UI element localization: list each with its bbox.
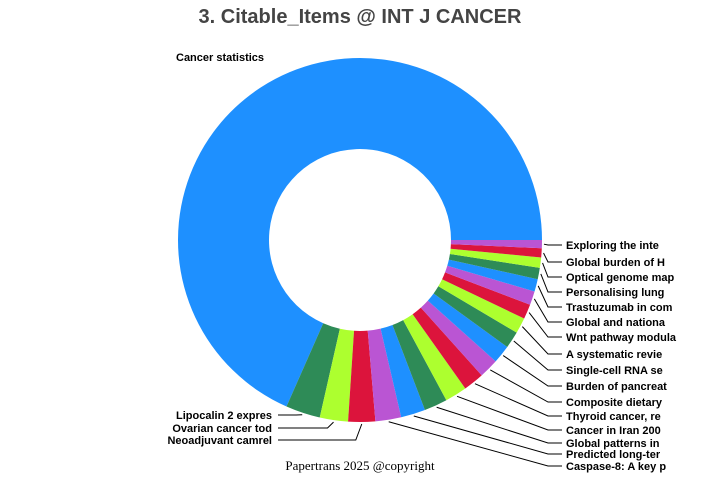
slice-label: Wnt pathway modula xyxy=(566,332,677,344)
slice-label: Single-cell RNA se xyxy=(566,365,663,377)
leader-line xyxy=(537,285,562,308)
slice-label: Cancer in Iran 200 xyxy=(566,425,661,437)
leader-line xyxy=(278,421,334,429)
leader-line xyxy=(513,340,562,371)
leader-line xyxy=(456,395,562,431)
leader-line xyxy=(490,369,562,403)
leader-line xyxy=(278,423,363,441)
donut-slice[interactable] xyxy=(380,325,425,418)
leader-line xyxy=(543,243,562,246)
slice-label: Composite dietary xyxy=(566,397,663,409)
donut-slice[interactable] xyxy=(442,272,531,319)
donut-slice[interactable] xyxy=(392,320,447,411)
slice-label: Global patterns in xyxy=(566,438,660,450)
copyright-footer: Papertrans 2025 @copyright xyxy=(285,458,435,473)
slice-labels: Cancer statistics Lipocalin 2 expresOvari… xyxy=(167,52,676,473)
leader-line xyxy=(388,421,562,467)
slice-label: Optical genome map xyxy=(566,272,674,284)
slice-label: Burden of pancreat xyxy=(566,381,667,393)
donut-slice[interactable] xyxy=(367,328,402,422)
slice-label: Cancer statistics xyxy=(176,52,264,64)
leader-line xyxy=(521,326,562,355)
leader-line xyxy=(474,383,562,417)
donut-slice[interactable] xyxy=(438,279,525,333)
donut-slice[interactable] xyxy=(348,330,376,422)
donut-slice[interactable] xyxy=(403,314,466,401)
slice-label: Thyroid cancer, re xyxy=(566,411,661,423)
donut-slice[interactable] xyxy=(286,323,340,418)
donut-slice[interactable] xyxy=(450,244,542,258)
donut-slices xyxy=(178,58,542,422)
leader-line xyxy=(533,298,562,323)
donut-slice[interactable] xyxy=(319,328,355,422)
slice-label: A systematic revie xyxy=(566,349,662,361)
leader-line xyxy=(502,355,562,387)
donut-slice[interactable] xyxy=(412,307,482,389)
donut-slice[interactable] xyxy=(449,248,542,268)
donut-slice[interactable] xyxy=(447,259,538,292)
slice-label: Lipocalin 2 expres xyxy=(176,410,272,422)
slice-label: Predicted long-ter xyxy=(566,449,661,461)
donut-slice[interactable] xyxy=(445,265,535,305)
leader-line xyxy=(543,252,562,263)
chart-title: 3. Citable_Items @ INT J CANCER xyxy=(198,6,522,28)
donut-slice[interactable] xyxy=(420,300,496,376)
leader-line xyxy=(436,406,562,444)
slice-label: Global and nationa xyxy=(566,317,666,329)
slice-label: Caspase-8: A key p xyxy=(566,461,666,473)
leader-line xyxy=(540,273,562,293)
donut-slice[interactable] xyxy=(427,293,508,362)
slice-label: Exploring the inte xyxy=(566,240,659,252)
slice-label: Neoadjuvant camrel xyxy=(167,435,272,447)
slice-label: Personalising lung xyxy=(566,287,664,299)
leader-lines xyxy=(278,243,562,467)
donut-slice[interactable] xyxy=(450,240,542,249)
leader-line xyxy=(413,415,562,455)
leader-line xyxy=(542,262,562,278)
leader-line xyxy=(528,312,562,338)
donut-slice[interactable] xyxy=(448,253,540,280)
slice-label: Global burden of H xyxy=(566,257,665,269)
slice-label: Ovarian cancer tod xyxy=(172,423,272,435)
donut-slice[interactable] xyxy=(433,286,517,347)
slice-label: Trastuzumab in com xyxy=(566,302,673,314)
donut-slice[interactable] xyxy=(178,58,542,407)
